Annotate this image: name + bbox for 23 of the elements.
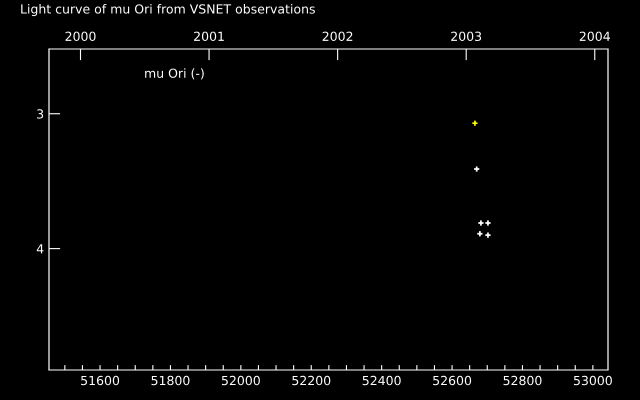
point (477, 231, 482, 236)
x-tick-label: 51800 (152, 376, 190, 386)
x-tick-label: 53000 (574, 376, 612, 386)
x-tick-label: 51600 (81, 376, 120, 386)
x2-tick-label: 2002 (322, 32, 352, 42)
x-tick-label: 52000 (222, 376, 260, 386)
point (485, 220, 491, 226)
x2-tick-label: 2001 (194, 32, 224, 42)
point (485, 232, 491, 238)
x2-tick-label: 2003 (451, 32, 482, 42)
x-tick-label: 52800 (504, 376, 542, 386)
chart-title: Light curve of mu Ori from VSNET observations (21, 4, 315, 16)
y-tick-label: 4 (36, 244, 44, 254)
annotation: mu Ori (-) (145, 68, 204, 80)
x-tick-label: 52200 (292, 376, 330, 386)
x2-tick-label: 2000 (66, 32, 96, 42)
y-tick-label: 3 (37, 109, 44, 119)
x-tick-label: 52600 (433, 376, 472, 386)
point (472, 120, 478, 126)
x2-tick-label: 2004 (580, 32, 610, 42)
point (474, 166, 480, 172)
x-tick-label: 52400 (362, 376, 401, 386)
point (478, 220, 484, 226)
